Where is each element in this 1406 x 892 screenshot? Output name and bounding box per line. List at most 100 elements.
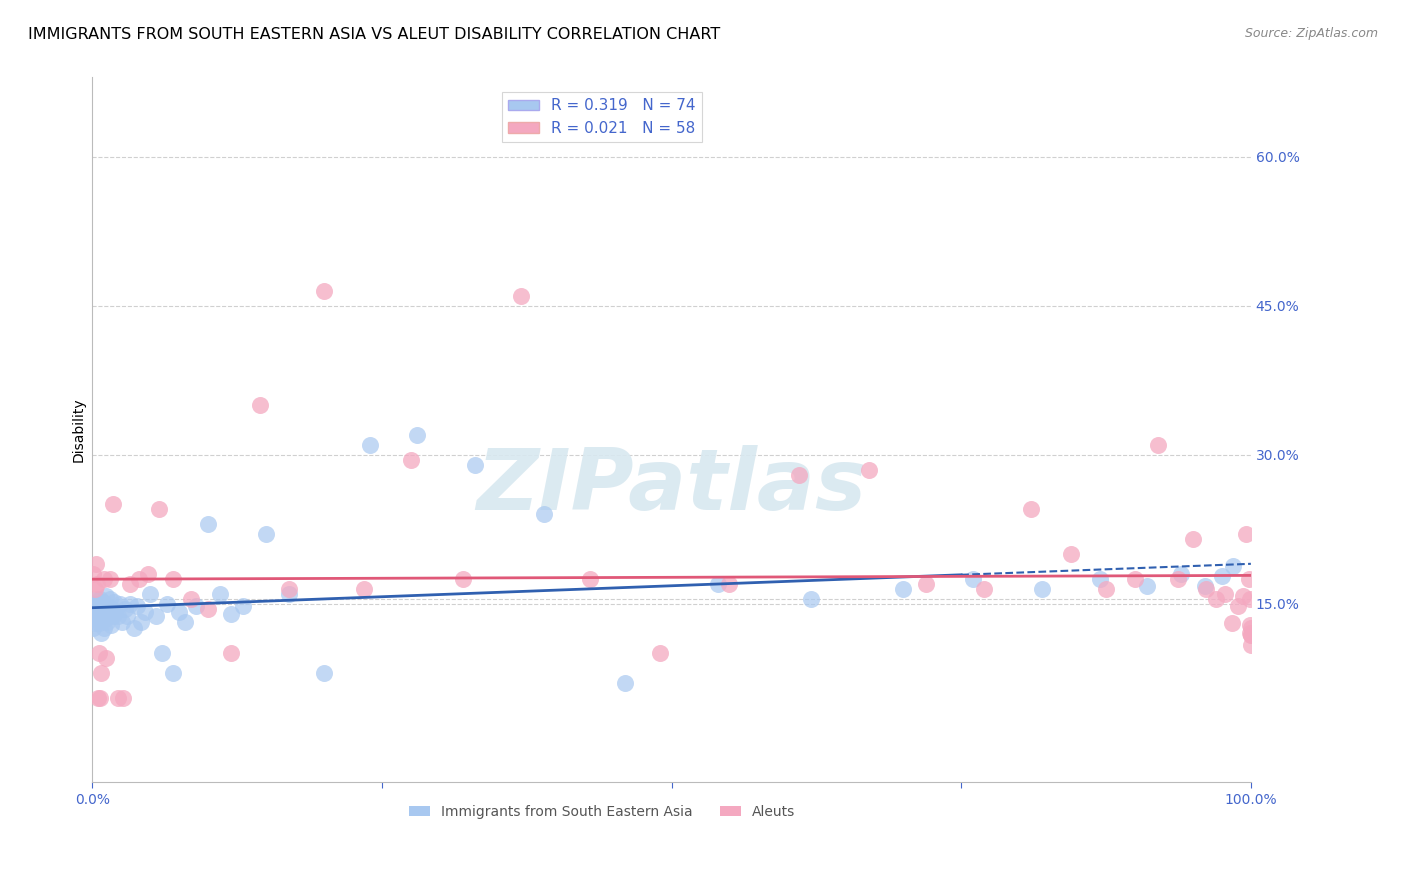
Point [800, 591, 823, 606]
Point [1095, 582, 1118, 596]
Point [278, 582, 301, 596]
Point [312, 284, 335, 298]
Point [82, 622, 104, 636]
Point [107, 608, 129, 623]
Text: IMMIGRANTS FROM SOUTH EASTERN ASIA VS ALEUT DISABILITY CORRELATION CHART: IMMIGRANTS FROM SOUTH EASTERN ASIA VS AL… [28, 27, 720, 42]
Point [1194, 579, 1216, 593]
Y-axis label: Disability: Disability [72, 398, 86, 462]
Point [1240, 628, 1263, 642]
Point [96, 599, 118, 613]
Point [87, 690, 110, 705]
Point [648, 646, 671, 660]
Point [94, 611, 117, 625]
Point [89, 601, 111, 615]
Point [120, 576, 142, 591]
Point [107, 690, 129, 705]
Point [104, 605, 127, 619]
Point [89, 611, 111, 625]
Point [128, 572, 150, 586]
Point [112, 690, 135, 705]
Point [162, 572, 184, 586]
Point [101, 608, 124, 623]
Point [84, 597, 107, 611]
Point [891, 582, 914, 596]
Point [127, 599, 149, 613]
Point [87, 607, 110, 621]
Point [89, 646, 111, 660]
Point [1234, 527, 1257, 541]
Point [1167, 572, 1189, 586]
Point [86, 576, 108, 591]
Point [232, 599, 254, 613]
Point [249, 398, 271, 412]
Point [91, 608, 114, 623]
Point [101, 601, 124, 615]
Point [399, 452, 422, 467]
Point [219, 646, 242, 660]
Point [254, 527, 277, 541]
Point [579, 572, 602, 586]
Point [98, 572, 121, 586]
Point [1239, 591, 1261, 606]
Point [278, 587, 301, 601]
Point [87, 597, 110, 611]
Point [1170, 566, 1192, 581]
Point [1239, 626, 1261, 640]
Point [90, 626, 112, 640]
Point [1031, 582, 1053, 596]
Point [86, 611, 108, 625]
Point [219, 607, 242, 621]
Text: Source: ZipAtlas.com: Source: ZipAtlas.com [1244, 27, 1378, 40]
Point [312, 666, 335, 681]
Point [122, 622, 145, 636]
Point [1123, 572, 1146, 586]
Point [98, 591, 121, 606]
Point [1181, 532, 1204, 546]
Point [208, 587, 231, 601]
Point [1019, 502, 1042, 516]
Point [167, 605, 190, 619]
Point [101, 497, 124, 511]
Point [1222, 558, 1244, 573]
Point [197, 601, 219, 615]
Point [464, 458, 486, 472]
Point [359, 438, 381, 452]
Point [86, 591, 108, 606]
Point [1237, 572, 1260, 586]
Point [114, 601, 136, 615]
Point [94, 589, 117, 603]
Point [1215, 587, 1237, 601]
Point [451, 572, 474, 586]
Point [83, 616, 105, 631]
Point [82, 566, 104, 581]
Point [90, 666, 112, 681]
Point [162, 666, 184, 681]
Point [1060, 547, 1083, 561]
Point [1227, 599, 1250, 613]
Point [94, 599, 117, 613]
Point [1239, 618, 1261, 632]
Point [173, 615, 195, 629]
Point [915, 576, 938, 591]
Point [707, 576, 730, 591]
Point [1205, 591, 1227, 606]
Point [136, 566, 159, 581]
Point [533, 508, 555, 522]
Point [97, 608, 120, 623]
Point [139, 587, 162, 601]
Point [103, 594, 125, 608]
Point [1240, 622, 1263, 636]
Point [1135, 579, 1157, 593]
Point [94, 605, 117, 619]
Point [96, 615, 118, 629]
Point [405, 428, 427, 442]
Point [186, 599, 208, 613]
Point [148, 502, 170, 516]
Point [89, 591, 111, 606]
Point [84, 557, 107, 571]
Point [93, 572, 115, 586]
Point [145, 608, 167, 623]
Point [115, 608, 138, 623]
Point [100, 618, 122, 632]
Point [89, 616, 111, 631]
